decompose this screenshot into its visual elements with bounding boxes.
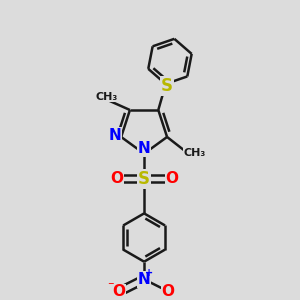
Text: S: S xyxy=(161,77,173,95)
Text: O: O xyxy=(165,171,178,186)
Text: ⁻: ⁻ xyxy=(107,280,114,293)
Text: N: N xyxy=(108,128,121,143)
Text: O: O xyxy=(110,171,123,186)
Text: CH₃: CH₃ xyxy=(96,92,118,102)
Text: N: N xyxy=(138,272,151,287)
Text: O: O xyxy=(112,284,126,299)
Text: +: + xyxy=(145,268,154,278)
Text: CH₃: CH₃ xyxy=(183,148,206,158)
Text: S: S xyxy=(138,170,150,188)
Text: O: O xyxy=(162,284,175,299)
Text: N: N xyxy=(138,141,151,156)
